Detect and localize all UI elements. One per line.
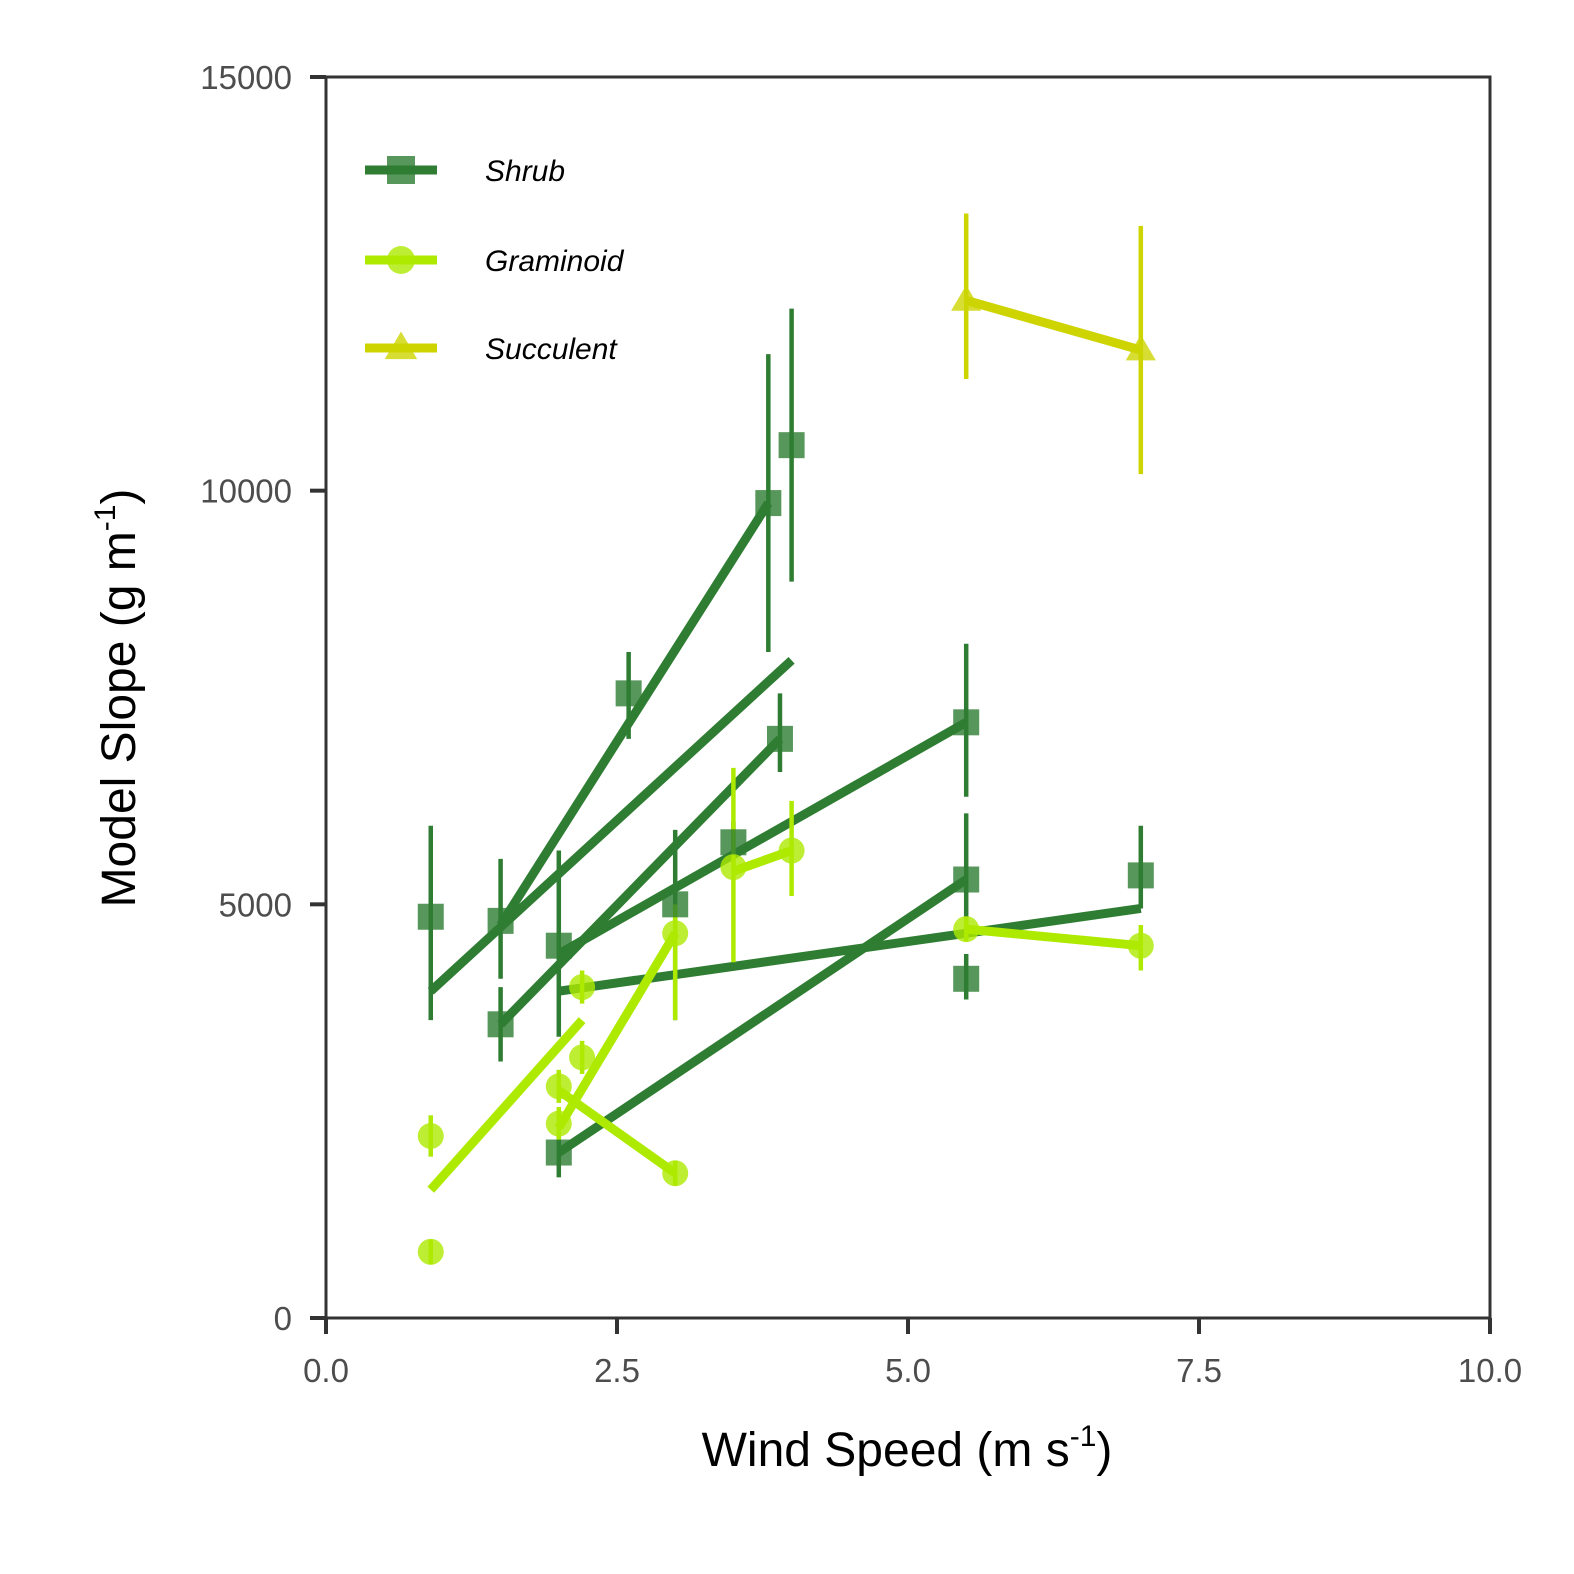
legend-succulent-marker xyxy=(384,331,418,360)
shrub-point-12 xyxy=(953,709,980,736)
shrub-point-10 xyxy=(766,725,793,752)
graminoid-point-3 xyxy=(545,1073,572,1100)
x-axis: 0.0 2.5 5.0 7.5 10.0 xyxy=(303,1318,1522,1389)
shrub-point-9 xyxy=(755,490,782,517)
shrub-point-1 xyxy=(417,903,444,930)
shrub-point-5 xyxy=(545,1139,572,1166)
shrub-fit-line-6 xyxy=(558,904,1142,996)
x-axis-title: Wind Speed (m s-1) xyxy=(702,1420,1113,1477)
shrub-point-6 xyxy=(615,680,642,707)
graminoid-point-7 xyxy=(662,920,689,947)
shrub-point-4 xyxy=(545,932,572,959)
legend-graminoid-label: Graminoid xyxy=(485,245,625,278)
legend-graminoid-marker xyxy=(387,246,415,274)
graminoid-fit-line-1 xyxy=(427,1017,586,1193)
y-axis: 0 5000 10000 15000 xyxy=(200,59,326,1337)
legend: Shrub Graminoid Succulent xyxy=(365,155,625,366)
y-tick-label-1: 0 xyxy=(274,1300,292,1337)
shrub-point-7 xyxy=(662,891,689,918)
legend-shrub-label: Shrub xyxy=(485,155,565,188)
graminoid-point-5 xyxy=(569,974,596,1001)
shrub-point-3 xyxy=(487,1011,514,1038)
graminoid-point-12 xyxy=(1127,932,1154,959)
graminoid-point-10 xyxy=(778,837,805,864)
shrub-fit-line-2 xyxy=(496,500,773,928)
shrub-fit-line-4 xyxy=(556,718,969,958)
graminoid-point-11 xyxy=(953,916,980,943)
shrub-point-2 xyxy=(487,907,514,934)
shrub-point-13 xyxy=(953,866,980,893)
x-tick-label-2: 2.5 xyxy=(594,1352,640,1389)
graminoid-fit-line-2 xyxy=(554,930,680,1131)
graminoid-fit-line-3 xyxy=(556,1086,678,1177)
succulent-point-2 xyxy=(1125,334,1156,361)
shrub-fit-line-5 xyxy=(556,875,969,1157)
data-points xyxy=(417,285,1156,1265)
x-tick-label-1: 0.0 xyxy=(303,1352,349,1389)
graminoid-fit-line-5 xyxy=(965,924,1142,951)
shrub-point-15 xyxy=(1127,862,1154,889)
y-tick-label-4: 15000 xyxy=(200,59,292,96)
y-tick-label-2: 5000 xyxy=(219,886,292,923)
x-tick-label-4: 7.5 xyxy=(1176,1352,1222,1389)
succulent-fit-line-1 xyxy=(964,296,1143,355)
graminoid-point-4 xyxy=(545,1110,572,1137)
succulent-point-1 xyxy=(951,285,982,311)
shrub-point-14 xyxy=(953,965,980,992)
y-axis-title: Model Slope (g m-1) xyxy=(89,489,146,908)
shrub-point-11 xyxy=(778,432,805,459)
graminoid-point-8 xyxy=(662,1160,689,1187)
x-tick-label-3: 5.0 xyxy=(885,1352,931,1389)
x-tick-label-5: 10.0 xyxy=(1458,1352,1522,1389)
shrub-fit-line-1 xyxy=(427,656,795,995)
graminoid-point-6 xyxy=(569,1044,596,1071)
graminoid-point-1 xyxy=(417,1122,444,1149)
legend-shrub-marker xyxy=(387,156,415,184)
shrub-point-8 xyxy=(720,829,747,856)
fit-lines xyxy=(427,296,1143,1193)
legend-succulent-label: Succulent xyxy=(485,333,618,366)
y-tick-label-3: 10000 xyxy=(200,473,292,510)
graminoid-point-9 xyxy=(720,854,747,881)
graminoid-point-2 xyxy=(417,1238,444,1265)
